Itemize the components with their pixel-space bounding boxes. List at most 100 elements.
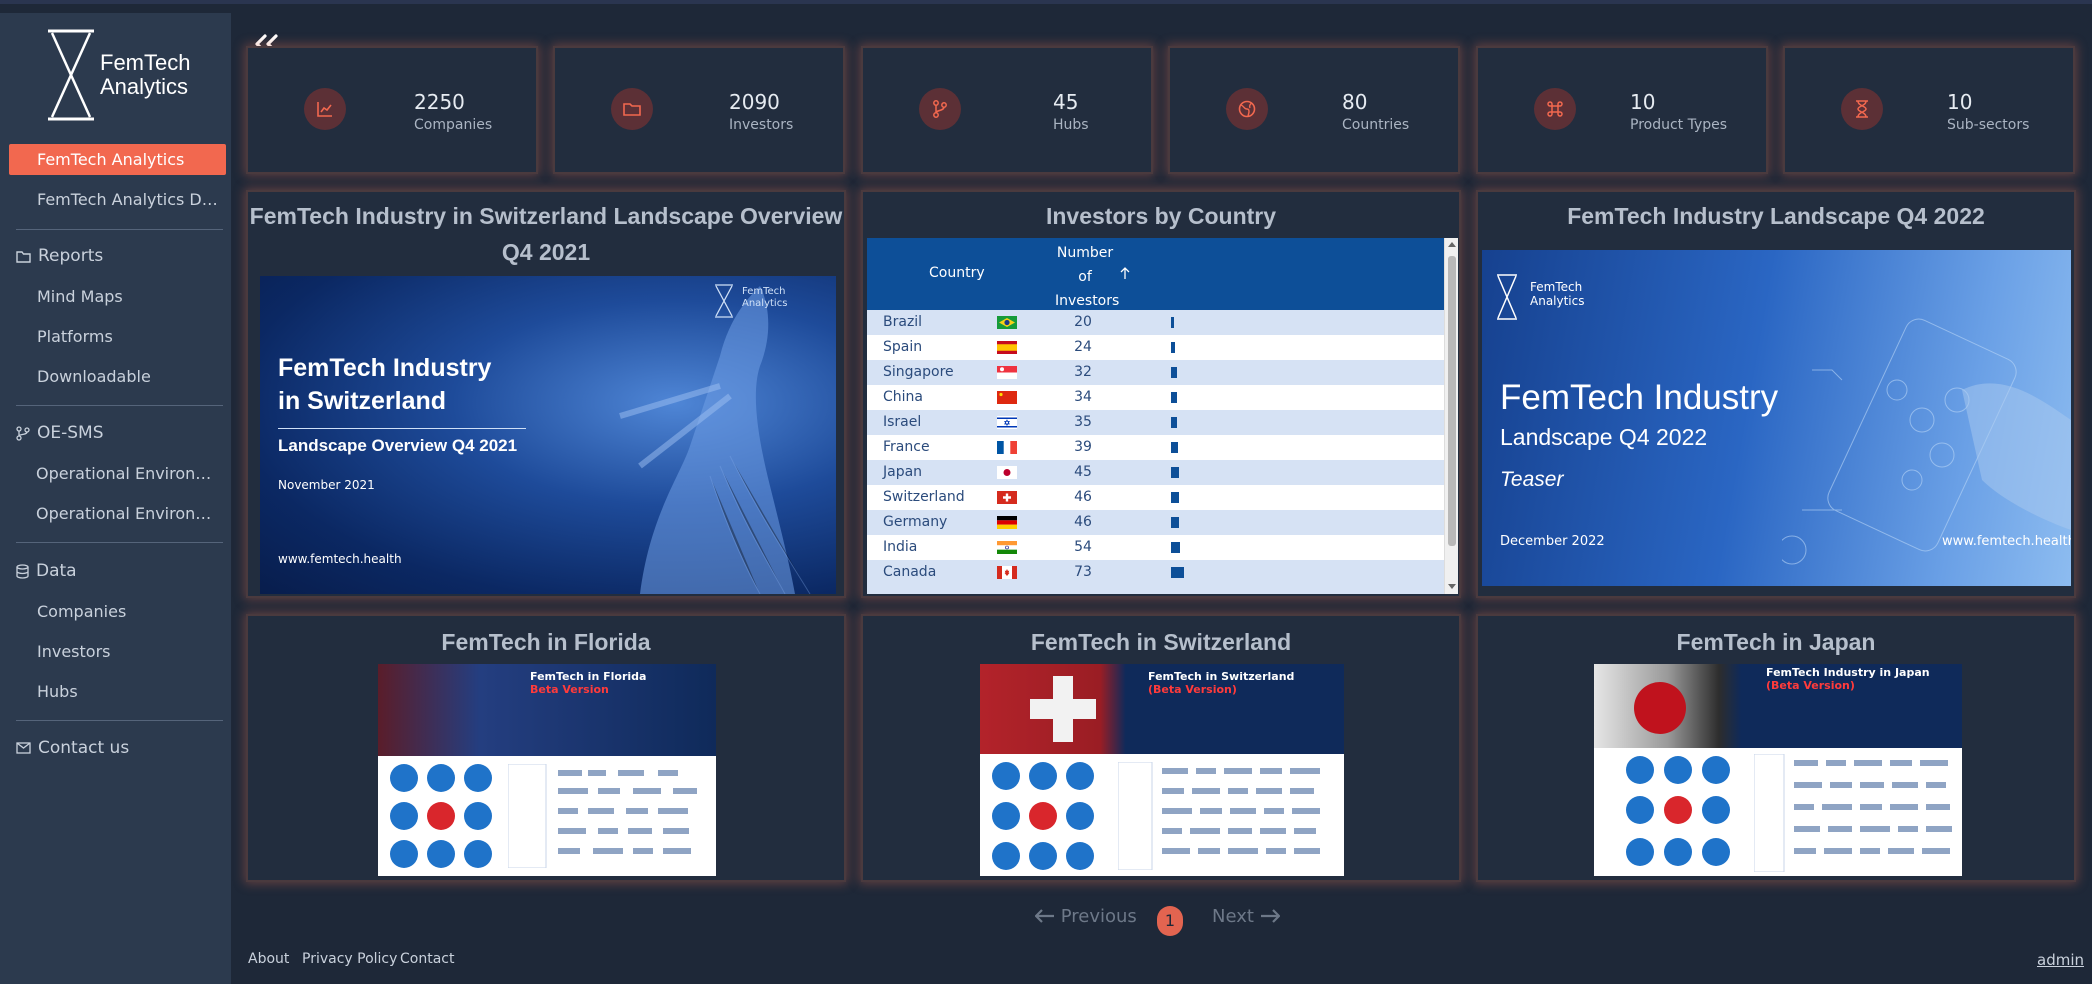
table-row[interactable]: Singapore 32	[867, 360, 1444, 385]
sidebar-item-operational-environment-2[interactable]: Operational Environment 2	[36, 504, 226, 523]
column-header-investors[interactable]: Number of Investors	[1055, 241, 1120, 313]
pagination-next[interactable]: Next	[1212, 906, 1281, 927]
investor-count-bar	[1171, 542, 1180, 553]
investor-count-bar	[1171, 517, 1179, 528]
table-row[interactable]: Israel 35	[867, 410, 1444, 435]
cell-country: Germany	[883, 514, 948, 530]
table-row[interactable]: Brazil 20	[867, 310, 1444, 335]
column-header-country[interactable]: Country	[929, 265, 985, 281]
stat-value: 2250	[414, 90, 465, 114]
table-row[interactable]: Germany 46	[867, 510, 1444, 535]
report-thumbnail-image[interactable]: FemTech Industry in Japan (Beta Version)	[1594, 664, 1962, 876]
table-row[interactable]: Switzerland 46	[867, 485, 1444, 510]
sidebar-item-platforms[interactable]: Platforms	[37, 327, 113, 346]
sidebar-item-downloadable[interactable]: Downloadable	[37, 367, 151, 386]
footer-link-contact[interactable]: Contact	[400, 951, 455, 967]
thumbnail-heading: FemTech in Florida	[530, 670, 647, 683]
cover-logo-line2: Analytics	[1530, 294, 1585, 308]
table-row-partial	[867, 585, 1444, 594]
folder-icon	[623, 103, 641, 116]
table-row[interactable]: India 54	[867, 535, 1444, 560]
sidebar-divider	[16, 720, 223, 721]
thumbnail-heading: FemTech Industry in Japan	[1766, 666, 1930, 679]
sidebar-divider	[16, 542, 223, 543]
cover-subtitle: Landscape Overview Q4 2021	[278, 436, 518, 455]
report-cover-image[interactable]: FemTech Analytics FemTech Industry Lands…	[1482, 250, 2071, 586]
report-thumbnail-image[interactable]: FemTech in Florida Beta Version	[378, 664, 716, 876]
user-menu-admin[interactable]: admin	[2037, 951, 2084, 969]
report-card-japan[interactable]: FemTech in Japan FemTech Industry in Jap…	[1476, 614, 2076, 882]
arrow-up-icon[interactable]	[1119, 266, 1131, 280]
sidebar-item-hubs[interactable]: Hubs	[37, 682, 78, 701]
cell-country: India	[883, 539, 918, 555]
cover-title-line2: in Switzerland	[278, 387, 447, 415]
sidebar-section-data[interactable]: Data	[16, 556, 77, 586]
sidebar-item-dashboard[interactable]: FemTech Analytics Dashboard	[37, 190, 226, 209]
report-card-switzerland[interactable]: FemTech in Switzerland FemTech in Switze…	[861, 614, 1461, 882]
investors-by-country-card: Investors by Country Country Number of I…	[861, 190, 1461, 598]
scroll-up-icon[interactable]	[1448, 241, 1456, 247]
stat-value: 10	[1630, 90, 1656, 114]
scroll-down-icon[interactable]	[1448, 584, 1456, 590]
thumbnail-stats-bubbles	[1626, 756, 1730, 866]
table-row[interactable]: Canada 73	[867, 560, 1444, 585]
investors-table[interactable]: Country Number of Investors Brazil 20 Spai…	[867, 238, 1458, 594]
sidebar-section-reports[interactable]: Reports	[16, 241, 103, 271]
footer-link-privacy-policy[interactable]: Privacy Policy	[302, 951, 398, 967]
stat-value: 2090	[729, 90, 780, 114]
sidebar-item-femtech-analytics[interactable]: FemTech Analytics	[9, 144, 226, 175]
cell-investor-count: 24	[1074, 339, 1092, 355]
brand-logo[interactable]: FemTech Analytics	[44, 29, 234, 129]
thumbnail-beta-label: (Beta Version)	[1766, 679, 1855, 692]
hourglass-icon	[1856, 100, 1868, 118]
pagination-current-page[interactable]: 1	[1157, 906, 1183, 936]
stat-card-product-types: 10 Product Types	[1476, 46, 1768, 174]
table-row[interactable]: China 34	[867, 385, 1444, 410]
report-card-switzerland-2021[interactable]: FemTech Industry in Switzerland Landscap…	[246, 190, 846, 598]
cell-investor-count: 20	[1074, 314, 1092, 330]
table-row[interactable]: France 39	[867, 435, 1444, 460]
sidebar-item-companies[interactable]: Companies	[37, 602, 127, 621]
table-row[interactable]: Japan 45	[867, 460, 1444, 485]
arrow-left-icon	[1034, 909, 1054, 923]
cell-country: Brazil	[883, 314, 923, 330]
cover-logo-line1: FemTech	[1530, 280, 1583, 294]
branch-icon	[933, 100, 947, 118]
stat-label: Sub-sectors	[1947, 117, 2030, 133]
stat-card-companies: 2250 Companies	[246, 46, 538, 174]
scrollbar-thumb[interactable]	[1448, 256, 1456, 546]
report-card-florida[interactable]: FemTech in Florida FemTech in Florida Be…	[246, 614, 846, 882]
flag-il-icon	[997, 416, 1017, 429]
card-title: FemTech in Japan	[1676, 629, 1876, 655]
hourglass-logo-icon	[48, 29, 94, 121]
table-row[interactable]: Spain 24	[867, 335, 1444, 360]
cell-country: Singapore	[883, 364, 954, 380]
report-card-landscape-2022[interactable]: FemTech Industry Landscape Q4 2022 FemTe…	[1476, 190, 2076, 598]
arrow-right-icon	[1260, 909, 1281, 923]
investor-count-bar	[1171, 467, 1179, 478]
stat-value: 45	[1053, 90, 1079, 114]
investor-count-bar	[1171, 492, 1179, 503]
report-thumbnail-image[interactable]: FemTech in Switzerland (Beta Version)	[980, 664, 1344, 876]
sidebar-item-operational-environment-1[interactable]: Operational Environment 1	[36, 464, 226, 483]
investor-count-bar	[1171, 342, 1175, 353]
pagination-previous[interactable]: Previous	[1034, 906, 1137, 927]
sidebar-section-contact-us[interactable]: Contact us	[16, 733, 129, 763]
footer-link-about[interactable]: About	[248, 951, 290, 967]
sidebar-divider	[16, 229, 223, 230]
column-header-line: Investors	[1055, 293, 1120, 309]
sidebar-section-oe-sms[interactable]: OE-SMS	[16, 418, 104, 448]
stat-label: Companies	[414, 117, 493, 133]
phone-illustration	[1782, 318, 2071, 565]
cell-country: Canada	[883, 564, 937, 580]
sidebar-section-label: OE-SMS	[37, 423, 104, 443]
cover-title-line3: Teaser	[1500, 468, 1564, 491]
cover-title-line1: FemTech Industry	[1500, 378, 1779, 417]
sidebar-item-investors[interactable]: Investors	[37, 642, 111, 661]
report-cover-image[interactable]: FemTech Analytics FemTech Industry in Sw…	[260, 276, 836, 594]
investor-count-bar	[1171, 567, 1184, 578]
sidebar-item-mind-maps[interactable]: Mind Maps	[37, 287, 123, 306]
thumbnail-banner	[378, 664, 716, 756]
sidebar-section-label: Reports	[38, 246, 104, 266]
table-scrollbar[interactable]	[1444, 238, 1458, 594]
